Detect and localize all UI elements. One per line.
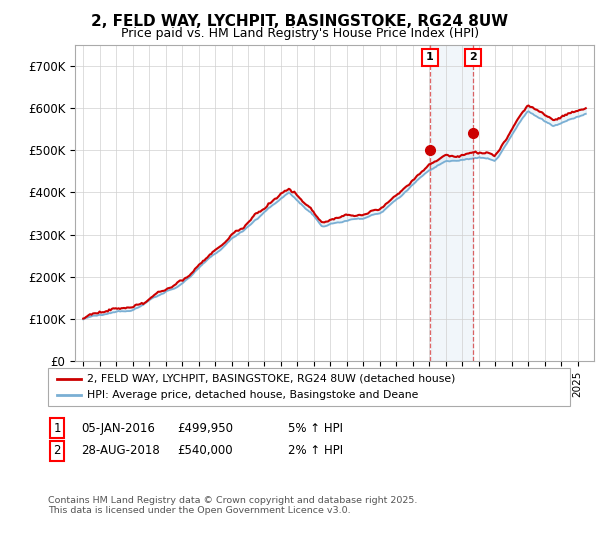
Text: 28-AUG-2018: 28-AUG-2018 [81, 444, 160, 458]
Text: 2, FELD WAY, LYCHPIT, BASINGSTOKE, RG24 8UW: 2, FELD WAY, LYCHPIT, BASINGSTOKE, RG24 … [91, 14, 509, 29]
Text: £499,950: £499,950 [177, 422, 233, 435]
Text: 2% ↑ HPI: 2% ↑ HPI [288, 444, 343, 458]
Text: Contains HM Land Registry data © Crown copyright and database right 2025.
This d: Contains HM Land Registry data © Crown c… [48, 496, 418, 515]
Text: £540,000: £540,000 [177, 444, 233, 458]
Text: 1: 1 [426, 53, 434, 63]
Text: 2: 2 [469, 53, 477, 63]
Text: 5% ↑ HPI: 5% ↑ HPI [288, 422, 343, 435]
Text: 1: 1 [53, 422, 61, 435]
Text: Price paid vs. HM Land Registry's House Price Index (HPI): Price paid vs. HM Land Registry's House … [121, 27, 479, 40]
Text: 2: 2 [53, 444, 61, 458]
Text: 2, FELD WAY, LYCHPIT, BASINGSTOKE, RG24 8UW (detached house): 2, FELD WAY, LYCHPIT, BASINGSTOKE, RG24 … [87, 374, 455, 384]
Text: HPI: Average price, detached house, Basingstoke and Deane: HPI: Average price, detached house, Basi… [87, 390, 418, 400]
Text: 05-JAN-2016: 05-JAN-2016 [81, 422, 155, 435]
